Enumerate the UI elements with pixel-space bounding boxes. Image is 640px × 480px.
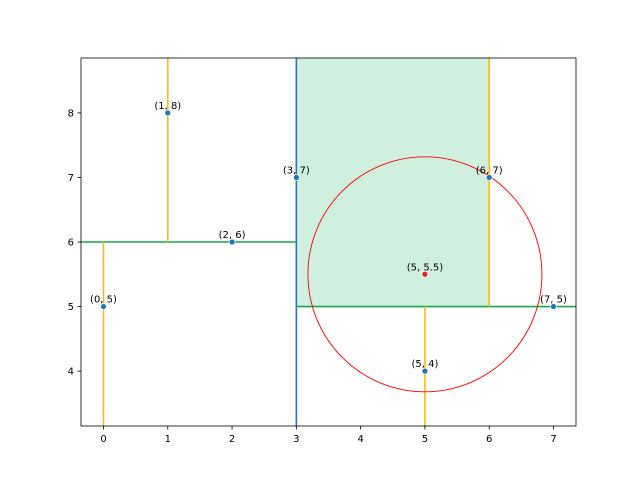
query-point-label: (5, 5.5)	[407, 262, 444, 273]
y-tick-label: 6	[68, 238, 74, 249]
data-label: (5, 4)	[411, 359, 438, 370]
plot-area: (0, 5) (1, 8) (2, 6) (3, 7) (5, 4) (6, 7) (7, …	[81, 58, 576, 426]
data-point	[421, 367, 429, 375]
query-point	[421, 270, 429, 278]
highlight-region	[296, 58, 490, 307]
search-circle	[307, 156, 543, 393]
y-tick-label: 7	[68, 173, 74, 184]
data-point	[228, 238, 236, 246]
x-tick-label: 4	[357, 434, 363, 445]
data-label: (6, 7)	[476, 165, 503, 176]
data-point	[485, 174, 493, 181]
y-tick-label: 4	[68, 367, 74, 378]
data-point	[164, 109, 172, 117]
x-tick-label: 0	[100, 434, 106, 445]
data-point	[550, 303, 557, 310]
y-tick-label: 5	[68, 302, 74, 313]
x-tick-label: 5	[422, 434, 428, 445]
x-tick-label: 2	[229, 434, 235, 445]
x-tick-label: 7	[550, 434, 556, 445]
x-tick-label: 1	[165, 434, 171, 445]
data-label: (0, 5)	[90, 295, 117, 306]
data-point	[100, 303, 107, 310]
data-point	[293, 174, 300, 181]
x-tick-label: 6	[486, 434, 492, 445]
y-tick-label: 8	[68, 108, 74, 119]
data-label: (1, 8)	[154, 101, 181, 112]
x-tick-label: 3	[293, 434, 299, 445]
data-label: (2, 6)	[219, 230, 246, 241]
data-label: (7, 5)	[540, 295, 567, 306]
axes: 0 1 2 3 4 5 6 7 4 5 6 7 8	[68, 57, 577, 445]
data-label: (3, 7)	[283, 165, 310, 176]
